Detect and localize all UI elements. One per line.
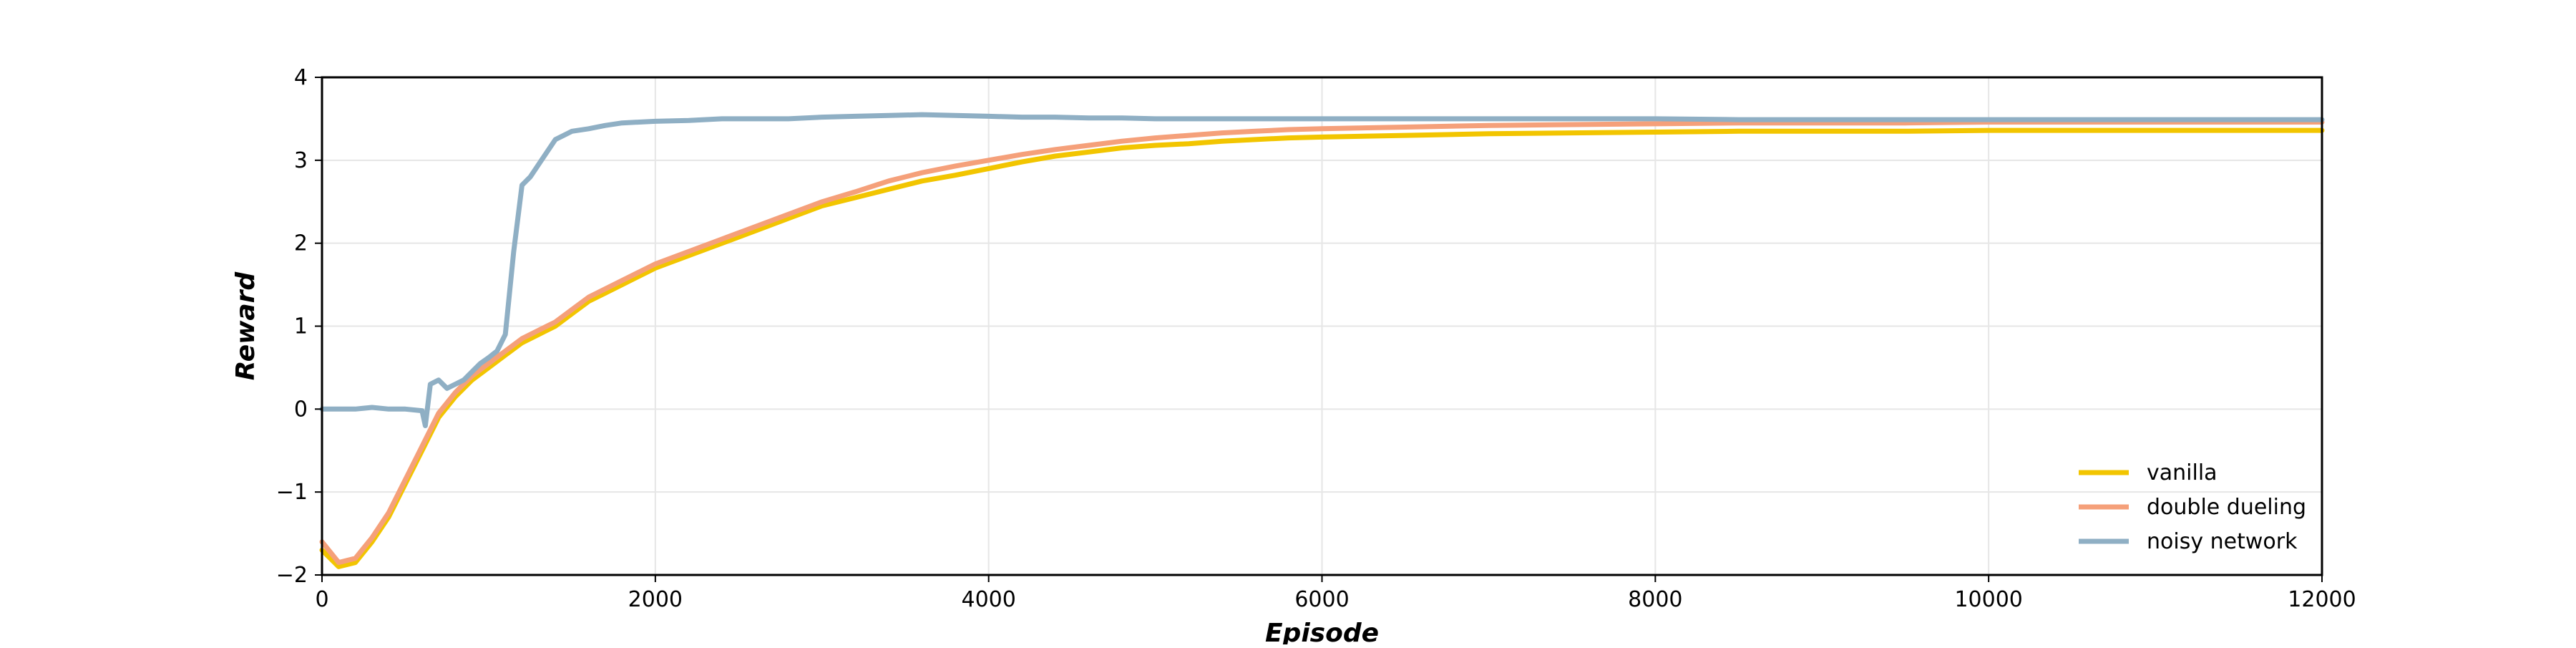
x-axis-label: Episode	[1265, 619, 1379, 644]
y-axis: −2 −1 0 1 2 3 4	[276, 65, 322, 588]
x-tick-label: 10000	[1954, 587, 2022, 612]
x-tick-label: 0	[315, 587, 328, 612]
legend-label: vanilla	[2147, 460, 2218, 485]
x-tick-label: 8000	[1628, 587, 1682, 612]
legend: vanilla double dueling noisy network	[2079, 460, 2306, 554]
series-line-noisy-network	[319, 112, 2325, 428]
y-axis-label: Reward	[231, 271, 260, 381]
x-tick-label: 6000	[1294, 587, 1349, 612]
y-tick-label: 3	[294, 148, 308, 173]
x-tick-label: 2000	[628, 587, 683, 612]
grid	[321, 77, 2323, 576]
x-axis: 0 2000 4000 6000 8000 10000 12000	[315, 575, 2356, 612]
y-tick-label: −2	[276, 563, 308, 588]
x-tick-label: 4000	[961, 587, 1015, 612]
y-tick-label: 2	[294, 231, 308, 256]
x-tick-label: 12000	[2288, 587, 2356, 612]
y-tick-label: 1	[294, 314, 308, 339]
y-tick-label: 0	[294, 397, 308, 422]
y-tick-label: −1	[276, 480, 308, 505]
series-line-vanilla	[319, 127, 2325, 569]
series-line-double-dueling	[319, 120, 2325, 566]
legend-label: noisy network	[2147, 529, 2298, 554]
legend-label: double dueling	[2147, 495, 2306, 520]
series-layer	[319, 112, 2325, 569]
y-tick-label: 4	[294, 65, 308, 90]
